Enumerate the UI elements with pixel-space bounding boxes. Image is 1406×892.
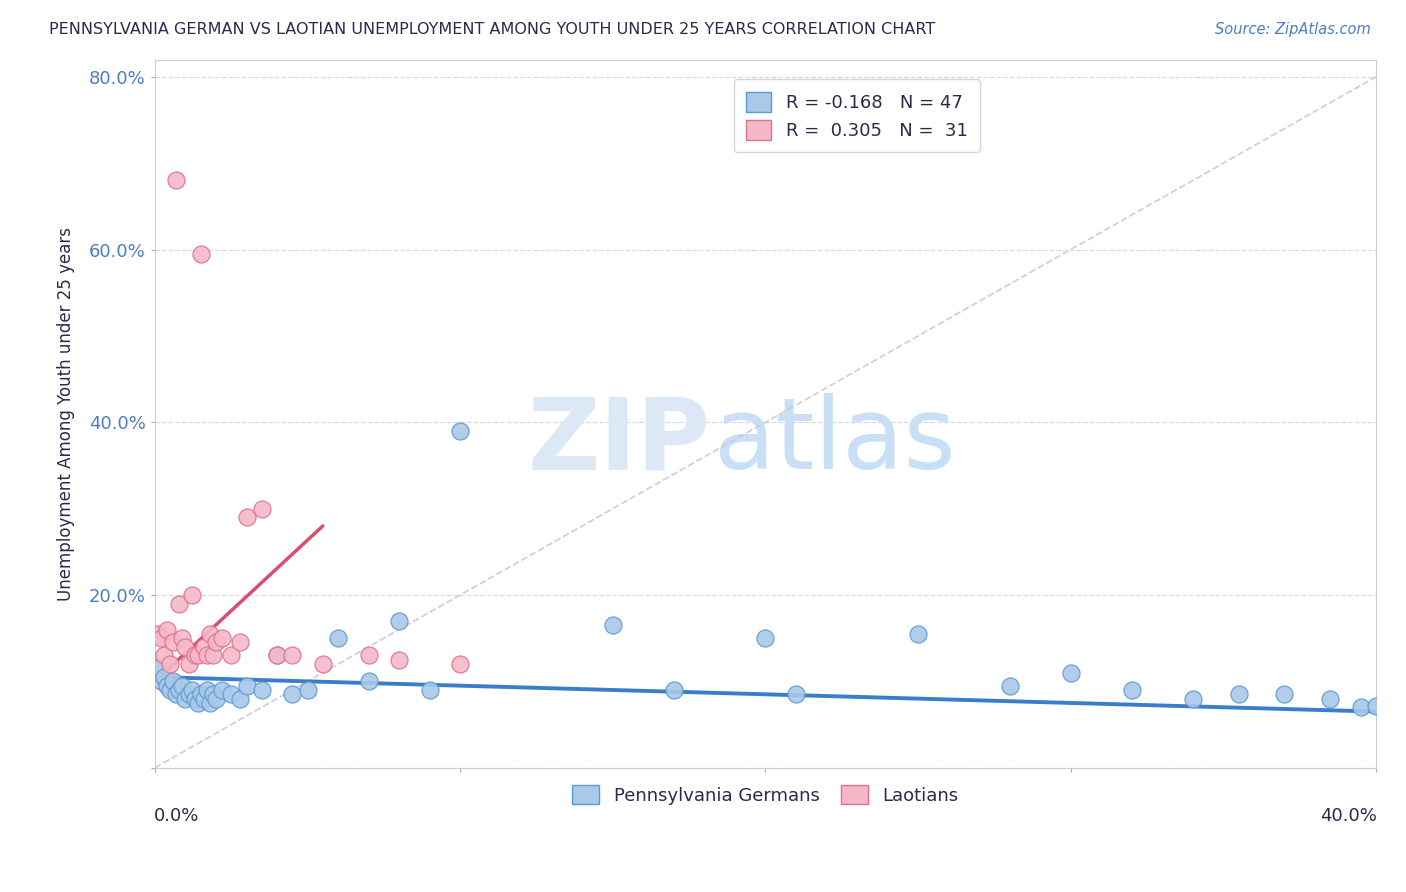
Point xyxy=(229,635,252,649)
Point xyxy=(198,627,221,641)
Point xyxy=(250,501,273,516)
Point xyxy=(162,674,184,689)
Point xyxy=(193,691,215,706)
Point xyxy=(419,683,441,698)
Point xyxy=(159,683,181,698)
Point xyxy=(156,679,179,693)
Point xyxy=(198,696,221,710)
Point xyxy=(1227,687,1250,701)
Point xyxy=(1059,665,1081,680)
Point xyxy=(195,683,218,698)
Point xyxy=(662,683,685,698)
Point xyxy=(297,683,319,698)
Point xyxy=(785,687,807,701)
Point xyxy=(187,648,209,663)
Point xyxy=(1350,700,1372,714)
Point xyxy=(235,679,257,693)
Point xyxy=(205,691,228,706)
Point xyxy=(183,648,205,663)
Text: atlas: atlas xyxy=(714,393,956,491)
Text: 0.0%: 0.0% xyxy=(153,806,200,824)
Point xyxy=(754,631,776,645)
Point xyxy=(250,683,273,698)
Point xyxy=(602,618,624,632)
Point xyxy=(165,173,187,187)
Point xyxy=(153,648,176,663)
Point xyxy=(190,687,212,701)
Point xyxy=(235,510,257,524)
Point xyxy=(449,657,471,671)
Point xyxy=(165,687,187,701)
Point xyxy=(180,683,202,698)
Legend: Pennsylvania Germans, Laotians: Pennsylvania Germans, Laotians xyxy=(565,778,966,812)
Point xyxy=(449,424,471,438)
Point xyxy=(150,631,173,645)
Point xyxy=(172,631,194,645)
Point xyxy=(169,597,191,611)
Point xyxy=(266,648,288,663)
Text: 40.0%: 40.0% xyxy=(1320,806,1376,824)
Point xyxy=(183,691,205,706)
Point xyxy=(172,679,194,693)
Point xyxy=(146,661,169,675)
Y-axis label: Unemployment Among Youth under 25 years: Unemployment Among Youth under 25 years xyxy=(58,227,75,600)
Point xyxy=(388,614,411,628)
Point xyxy=(1272,687,1295,701)
Point xyxy=(1319,691,1341,706)
Point xyxy=(281,648,304,663)
Point xyxy=(146,627,169,641)
Point xyxy=(219,687,242,701)
Point xyxy=(357,648,380,663)
Point xyxy=(211,683,233,698)
Point xyxy=(174,691,197,706)
Point xyxy=(998,679,1021,693)
Point xyxy=(388,653,411,667)
Point xyxy=(150,674,173,689)
Point xyxy=(177,657,200,671)
Point xyxy=(201,687,224,701)
Point xyxy=(326,631,349,645)
Point xyxy=(312,657,335,671)
Point xyxy=(180,588,202,602)
Point xyxy=(1181,691,1204,706)
Point xyxy=(153,670,176,684)
Point xyxy=(195,648,218,663)
Point xyxy=(156,623,179,637)
Point xyxy=(219,648,242,663)
Point xyxy=(266,648,288,663)
Text: ZIP: ZIP xyxy=(527,393,710,491)
Point xyxy=(174,640,197,654)
Point xyxy=(193,640,215,654)
Point xyxy=(205,635,228,649)
Point xyxy=(229,691,252,706)
Point xyxy=(177,687,200,701)
Point xyxy=(190,247,212,261)
Point xyxy=(159,657,181,671)
Point xyxy=(162,635,184,649)
Text: PENNSYLVANIA GERMAN VS LAOTIAN UNEMPLOYMENT AMONG YOUTH UNDER 25 YEARS CORRELATI: PENNSYLVANIA GERMAN VS LAOTIAN UNEMPLOYM… xyxy=(49,22,935,37)
Point xyxy=(211,631,233,645)
Point xyxy=(1365,698,1388,713)
Point xyxy=(201,648,224,663)
Text: Source: ZipAtlas.com: Source: ZipAtlas.com xyxy=(1215,22,1371,37)
Point xyxy=(357,674,380,689)
Point xyxy=(1121,683,1143,698)
Point xyxy=(281,687,304,701)
Point xyxy=(187,696,209,710)
Point xyxy=(907,627,929,641)
Point xyxy=(169,683,191,698)
